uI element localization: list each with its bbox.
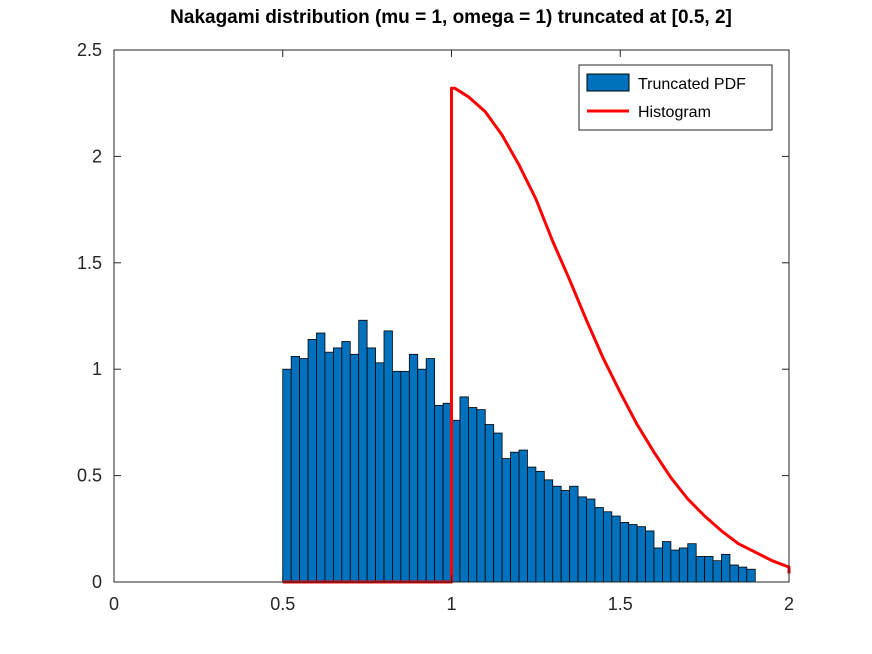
histogram-bar <box>653 547 663 583</box>
histogram-bars <box>282 319 756 583</box>
histogram-bar <box>383 330 393 583</box>
histogram-bar <box>636 526 646 583</box>
histogram-bar <box>476 409 486 583</box>
histogram-bar <box>737 566 748 583</box>
histogram-bar <box>602 511 613 583</box>
histogram-bar <box>493 432 503 583</box>
legend-label-histogram: Histogram <box>638 104 711 121</box>
y-tick-label: 2.5 <box>77 40 102 60</box>
histogram-bar <box>729 564 739 583</box>
y-tick-label: 0.5 <box>77 466 102 486</box>
histogram-bar <box>670 549 680 583</box>
y-tick-label: 0 <box>92 572 102 592</box>
histogram-bar <box>527 466 537 583</box>
x-tick-label: 0.5 <box>270 594 295 614</box>
x-tick-label: 1.5 <box>608 594 633 614</box>
histogram-bar <box>518 449 528 583</box>
x-tick-label: 2 <box>784 594 794 614</box>
histogram-bar <box>569 485 579 583</box>
histogram-bar <box>375 362 385 583</box>
histogram-bar <box>586 498 596 583</box>
series-line <box>282 86 791 584</box>
histogram-bar <box>704 556 714 583</box>
histogram-bar <box>510 451 520 583</box>
histogram-bar <box>408 353 419 583</box>
histogram-bar <box>349 353 360 583</box>
chart-title: Nakagami distribution (mu = 1, omega = 1… <box>170 7 732 28</box>
histogram-bar <box>712 560 722 583</box>
histogram-bar <box>316 332 326 583</box>
histogram-bar <box>459 396 469 583</box>
pdf-curve-layer <box>282 86 791 584</box>
legend-label-truncated-pdf: Truncated PDF <box>638 76 746 93</box>
histogram-bar <box>282 368 292 583</box>
legend: Truncated PDF Histogram <box>578 64 773 131</box>
y-tick-label: 1.5 <box>77 253 102 273</box>
histogram-bar <box>299 358 309 583</box>
histogram-bar <box>678 547 689 583</box>
histogram-bar <box>645 530 655 583</box>
histogram-bar <box>535 470 545 583</box>
y-tick-label: 1 <box>92 359 102 379</box>
x-tick-label: 1 <box>446 594 456 614</box>
histogram-bar <box>662 541 672 583</box>
histogram-bar <box>307 339 317 583</box>
legend-swatch-truncated-pdf <box>586 73 630 92</box>
histogram-bar <box>341 341 351 583</box>
histogram-bar <box>366 347 376 583</box>
histogram-bar <box>324 351 334 583</box>
histogram-bar <box>484 424 495 583</box>
histogram-bar <box>543 479 554 583</box>
y-tick-label: 2 <box>92 146 102 166</box>
histogram-bar <box>628 524 638 583</box>
histogram-bar <box>332 347 343 583</box>
histogram-bar <box>746 568 756 583</box>
histogram-bar <box>552 485 562 583</box>
axis-ticks: 0 0.5 1 1.5 2 0 0.5 1 1.5 2 2.5 <box>77 40 794 614</box>
histogram-bar <box>721 553 731 583</box>
histogram-bar <box>467 407 478 583</box>
histogram-bar <box>425 358 436 583</box>
histogram-bar <box>577 496 587 583</box>
histogram-bar <box>358 319 368 583</box>
histogram-bar <box>400 370 410 583</box>
histogram-bar <box>290 356 301 583</box>
histogram-bar <box>501 458 511 583</box>
histogram-bar <box>594 507 604 583</box>
histogram-bar <box>619 522 630 583</box>
histogram-bar <box>611 515 621 583</box>
histogram-bar <box>417 368 427 583</box>
histogram-bar <box>560 490 571 583</box>
histogram-bar <box>392 370 402 583</box>
x-tick-label: 0 <box>109 594 119 614</box>
histogram-bar <box>434 404 444 583</box>
histogram-bar <box>687 543 697 583</box>
histogram-bar <box>695 556 706 583</box>
